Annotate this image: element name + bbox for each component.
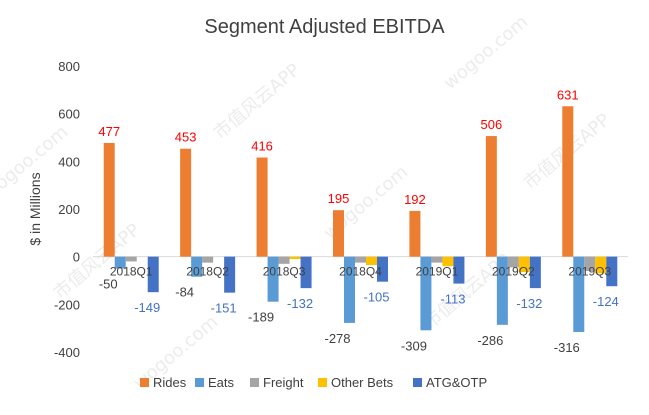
data-label: -124: [593, 294, 619, 309]
watermark-text: wogoo.com: [440, 12, 532, 94]
bar-freight: [431, 256, 443, 263]
y-tick-label: 0: [73, 250, 80, 265]
data-label: 453: [175, 130, 197, 145]
bar-rides: [562, 106, 574, 257]
data-label: -316: [554, 340, 580, 355]
watermark-text: 市值风云APP: [210, 60, 305, 144]
bar-rides: [485, 136, 497, 257]
data-label: 195: [328, 191, 350, 206]
bar-other-bets: [366, 256, 377, 266]
data-label: -278: [324, 331, 350, 346]
bar-rides: [103, 142, 115, 257]
legend-label: Rides: [153, 375, 187, 390]
bar-other-bets: [442, 256, 454, 267]
bar-eats: [344, 256, 355, 323]
data-label: 416: [251, 139, 273, 154]
bar-other-bets: [289, 256, 301, 260]
bar-atg-otp: [224, 256, 236, 293]
data-label: -132: [287, 296, 313, 311]
data-label: -132: [516, 296, 542, 311]
bar-atg-otp: [300, 256, 312, 289]
bar-freight: [507, 256, 519, 268]
legend-swatch: [140, 378, 149, 387]
category-label: 2019Q2: [492, 265, 535, 279]
bar-rides: [409, 210, 421, 257]
bar-eats: [420, 256, 432, 331]
data-label: 631: [557, 87, 579, 102]
bar-rides: [256, 157, 268, 257]
data-label: -151: [211, 301, 237, 316]
bar-eats: [267, 256, 279, 302]
bar-rides: [180, 148, 192, 257]
legend-swatch: [250, 378, 259, 387]
category-label: 2018Q4: [339, 265, 382, 279]
bar-freight: [125, 256, 137, 262]
data-label: -189: [248, 310, 274, 325]
legend-swatch: [195, 378, 204, 387]
category-label: 2018Q3: [263, 265, 306, 279]
data-label: -50: [99, 277, 118, 292]
bar-eats: [191, 256, 203, 277]
y-tick-label: 400: [58, 154, 80, 169]
bar-freight: [278, 256, 290, 264]
y-tick-label: 200: [58, 202, 80, 217]
y-tick-label: 800: [58, 59, 80, 74]
legend-label: Freight: [263, 375, 304, 390]
legend-label: Eats: [208, 375, 235, 390]
chart-title: Segment Adjusted EBITDA: [204, 16, 445, 38]
bar-atg-otp: [606, 256, 618, 287]
bar-freight: [202, 256, 214, 263]
category-label: 2018Q2: [186, 265, 229, 279]
bar-atg-otp: [147, 256, 159, 293]
bar-atg-otp: [377, 256, 388, 282]
legend-label: Other Bets: [331, 375, 394, 390]
category-label: 2019Q3: [568, 265, 611, 279]
bar-atg-otp: [529, 256, 541, 289]
data-label: -309: [401, 338, 427, 353]
watermark-text: 市值风云APP: [50, 220, 145, 304]
bar-eats: [114, 256, 126, 269]
bar-eats: [573, 256, 585, 332]
data-label: -105: [363, 290, 389, 305]
y-axis-label: $ in Millions: [27, 172, 43, 245]
legend-swatch: [318, 378, 327, 387]
data-label: 192: [404, 192, 426, 207]
bar-other-bets: [518, 256, 530, 273]
bar-other-bets: [595, 256, 607, 274]
data-label: 506: [481, 117, 503, 132]
category-label: 2019Q1: [416, 265, 459, 279]
data-label: -84: [175, 285, 194, 300]
bar-freight: [355, 256, 366, 263]
bar-freight: [584, 256, 596, 271]
bar-eats: [496, 256, 508, 325]
legend-swatch: [413, 378, 422, 387]
data-label: -113: [440, 292, 465, 307]
data-label: 477: [98, 124, 120, 139]
legend-label: ATG&OTP: [426, 375, 487, 390]
y-tick-label: -200: [54, 297, 80, 312]
y-tick-label: 600: [58, 107, 80, 122]
category-label: 2018Q1: [110, 265, 153, 279]
y-tick-label: -400: [54, 345, 80, 360]
bar-atg-otp: [453, 256, 465, 284]
bar-rides: [333, 210, 344, 257]
data-label: -286: [477, 333, 503, 348]
data-label: -149: [134, 300, 160, 315]
